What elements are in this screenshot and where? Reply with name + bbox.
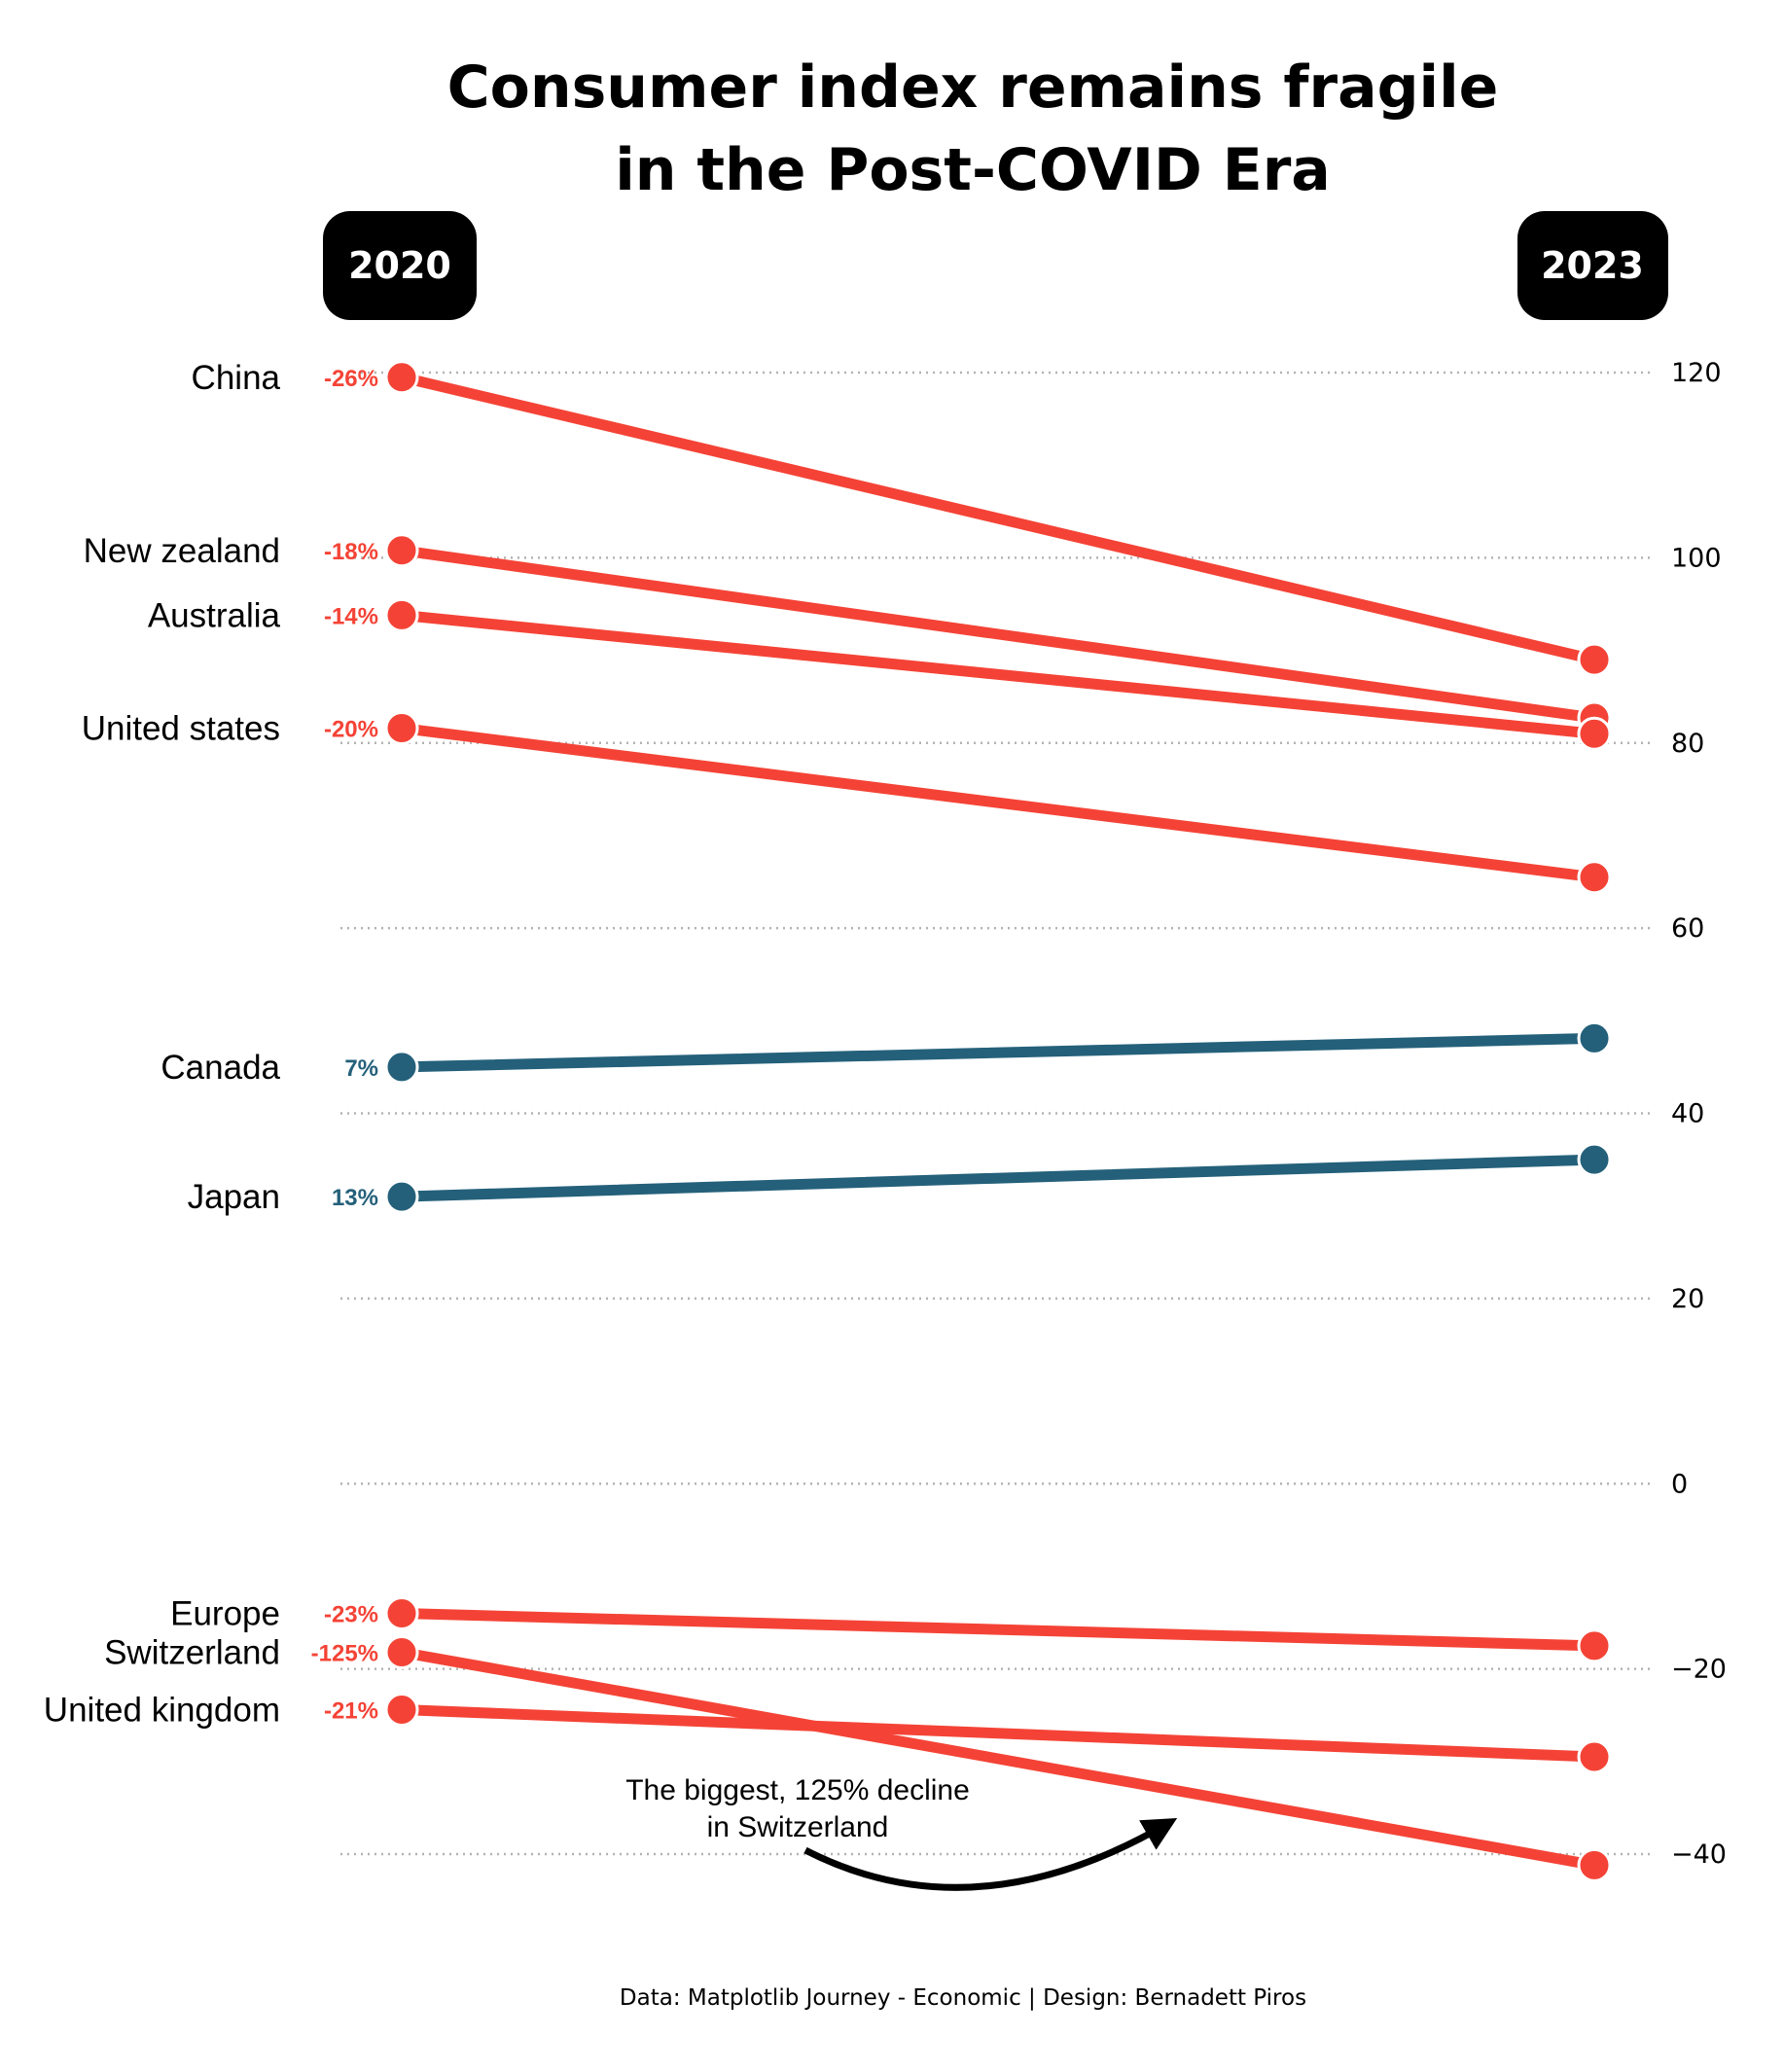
point-2023-canada (1577, 1020, 1612, 1055)
change-label-new-zealand: -18% (324, 539, 378, 565)
chart-title-line-2: in the Post-COVID Era (615, 136, 1331, 204)
point-2020-new-zealand (384, 533, 419, 568)
series-canada: 7% Canada (161, 1020, 1612, 1087)
country-label-canada: Canada (161, 1049, 280, 1087)
point-2020-united-states (384, 711, 419, 746)
series-line-united-states (396, 723, 1600, 883)
point-2020-china (384, 360, 419, 395)
change-label-europe: -23% (324, 1602, 378, 1628)
series-group: -26% China -18% New zealand -14% Australia -20… (44, 359, 1612, 1882)
year-badge-left-background (323, 211, 477, 320)
series-line-switzerland (396, 1646, 1600, 1871)
y-tick-label: 0 (1671, 1469, 1688, 1499)
year-badge-right: 2023 (1517, 211, 1668, 320)
y-tick-label: 40 (1671, 1099, 1704, 1129)
point-2023-japan (1577, 1142, 1612, 1177)
series-new-zealand: -18% New zealand (84, 532, 1612, 735)
y-axis-ticks: 120 100 80 60 40 20 0 −20 −40 (1671, 358, 1727, 1870)
annotation-arrow (803, 1818, 1178, 1891)
country-label-australia: Australia (148, 596, 281, 634)
series-line-china (396, 372, 1600, 665)
change-label-united-kingdom: -21% (324, 1698, 378, 1725)
year-badge-left: 2020 (323, 211, 477, 320)
series-japan: 13% Japan (188, 1142, 1612, 1216)
y-tick-label: −40 (1671, 1840, 1727, 1870)
series-line-united-kingdom (396, 1704, 1600, 1763)
change-label-switzerland: -125% (311, 1640, 378, 1666)
point-2023-united-states (1577, 860, 1612, 895)
series-europe: -23% Europe (170, 1595, 1612, 1663)
country-label-europe: Europe (170, 1595, 280, 1633)
series-line-canada (396, 1032, 1600, 1073)
point-2023-china (1577, 642, 1612, 677)
y-tick-label: 80 (1671, 729, 1704, 759)
y-tick-label: 120 (1671, 358, 1722, 388)
point-2020-australia (384, 597, 419, 632)
country-label-china: China (192, 359, 281, 397)
year-badge-right-background (1517, 211, 1668, 320)
data-credit: Data: Matplotlib Journey - Economic | De… (620, 1985, 1306, 2011)
point-2020-japan (384, 1179, 419, 1214)
series-china: -26% China (192, 359, 1612, 677)
point-2020-switzerland (384, 1634, 419, 1669)
series-line-new-zealand (396, 545, 1600, 724)
point-2023-united-kingdom (1577, 1739, 1612, 1774)
y-tick-label: −20 (1671, 1655, 1727, 1685)
change-label-australia: -14% (324, 603, 378, 629)
change-label-japan: 13% (332, 1185, 378, 1211)
series-united-states: -20% United states (82, 710, 1612, 895)
change-label-china: -26% (324, 366, 378, 392)
country-label-united-kingdom: United kingdom (44, 1692, 280, 1730)
point-2023-australia (1577, 716, 1612, 751)
series-united-kingdom: -21% United kingdom (44, 1692, 1612, 1774)
year-label-left: 2020 (348, 244, 451, 287)
annotation-line-2: in Switzerland (707, 1811, 889, 1843)
change-label-canada: 7% (344, 1055, 378, 1082)
point-2020-canada (384, 1050, 419, 1085)
country-label-united-states: United states (82, 710, 280, 748)
country-label-japan: Japan (188, 1178, 280, 1216)
y-tick-label: 100 (1671, 543, 1722, 573)
point-2023-switzerland (1577, 1847, 1612, 1882)
series-line-europe (396, 1608, 1600, 1652)
point-2020-europe (384, 1596, 419, 1631)
point-2020-united-kingdom (384, 1693, 419, 1728)
point-2023-europe (1577, 1628, 1612, 1663)
y-tick-label: 20 (1671, 1284, 1704, 1314)
annotation: The biggest, 125% decline in Switzerland (625, 1774, 1178, 1891)
change-label-united-states: -20% (324, 717, 378, 743)
series-line-japan (396, 1154, 1600, 1202)
country-label-switzerland: Switzerland (104, 1633, 280, 1671)
series-switzerland: -125% Switzerland (104, 1633, 1612, 1882)
chart-title-line-1: Consumer index remains fragile (447, 54, 1499, 122)
series-line-australia (396, 609, 1600, 739)
y-tick-label: 60 (1671, 913, 1704, 944)
series-australia: -14% Australia (148, 596, 1612, 751)
year-label-right: 2023 (1541, 244, 1644, 287)
annotation-line-1: The biggest, 125% decline (625, 1774, 970, 1806)
country-label-new-zealand: New zealand (84, 532, 280, 570)
